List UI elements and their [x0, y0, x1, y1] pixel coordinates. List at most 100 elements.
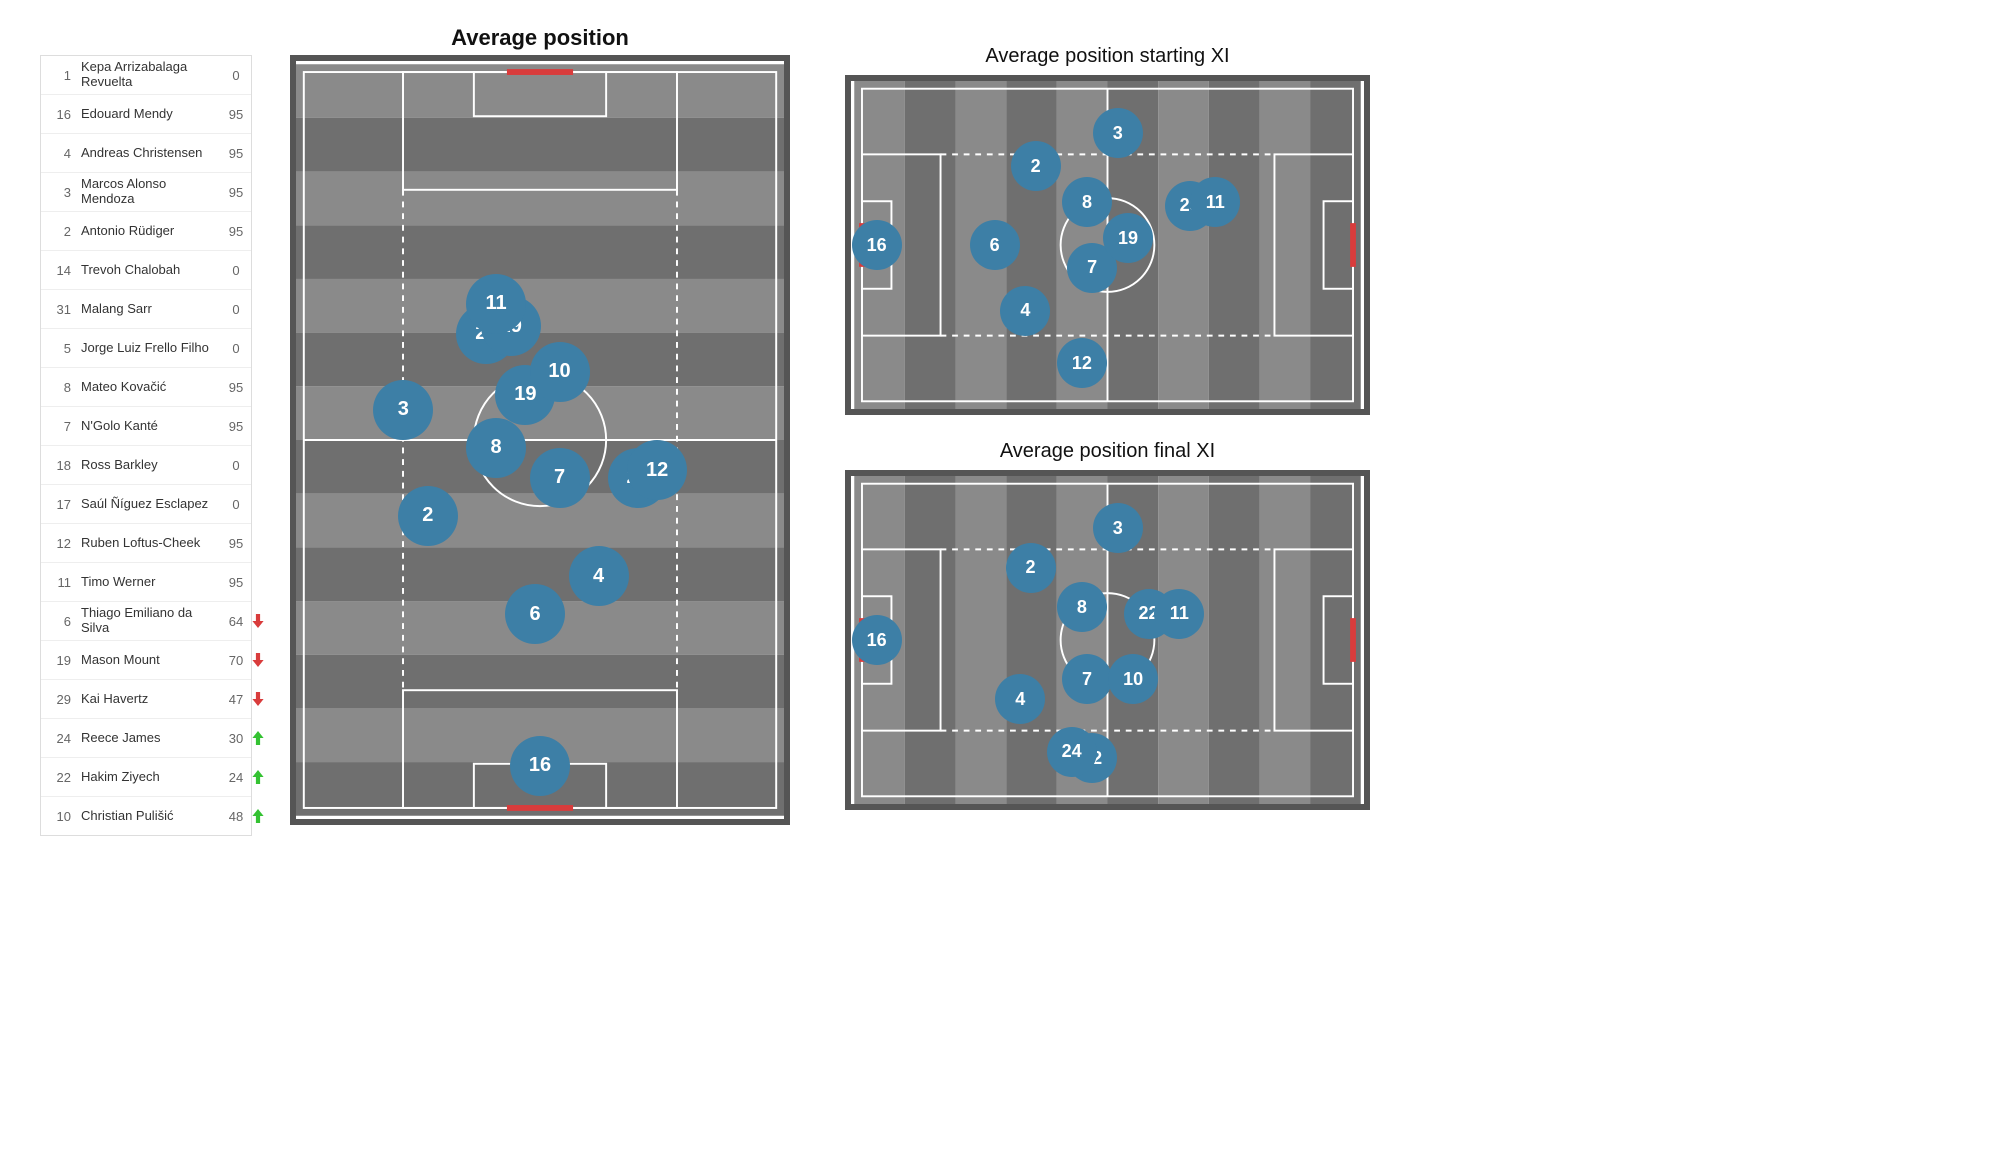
- title-main: Average position: [290, 25, 790, 51]
- player-marker: 8: [1062, 177, 1112, 227]
- roster-num: 5: [41, 341, 77, 356]
- roster-min: 47: [221, 692, 251, 707]
- roster-num: 29: [41, 692, 77, 707]
- roster-row: 16Edouard Mendy95: [41, 94, 251, 133]
- roster-name: Malang Sarr: [77, 298, 221, 321]
- roster-min: 30: [221, 731, 251, 746]
- roster-name: Jorge Luiz Frello Filho: [77, 337, 221, 360]
- roster-num: 31: [41, 302, 77, 317]
- player-marker: 4: [569, 546, 629, 606]
- roster-num: 18: [41, 458, 77, 473]
- roster-name: Reece James: [77, 727, 221, 750]
- player-marker: 19: [1103, 213, 1153, 263]
- players-layer: 16428122473102211: [851, 476, 1364, 804]
- pitch-main: 1664272412831910222911: [290, 55, 790, 825]
- roster-name: Christian Pulišić: [77, 805, 221, 828]
- roster-min: 95: [221, 380, 251, 395]
- player-marker: 12: [1057, 338, 1107, 388]
- roster-num: 6: [41, 614, 77, 629]
- player-marker: 16: [852, 615, 902, 665]
- roster-min: 0: [221, 497, 251, 512]
- player-marker: 16: [852, 220, 902, 270]
- roster-row: 6Thiago Emiliano da Silva64: [41, 601, 251, 640]
- roster-min: 95: [221, 185, 251, 200]
- player-marker: 2: [1011, 141, 1061, 191]
- roster-row: 11Timo Werner95: [41, 562, 251, 601]
- player-marker: 24: [1047, 727, 1097, 777]
- roster-row: 29Kai Havertz47: [41, 679, 251, 718]
- player-marker: 2: [1006, 543, 1056, 593]
- player-marker: 6: [505, 584, 565, 644]
- roster-min: 95: [221, 146, 251, 161]
- roster-row: 10Christian Pulišić48: [41, 796, 251, 835]
- roster-min: 64: [221, 614, 251, 629]
- roster-num: 17: [41, 497, 77, 512]
- player-marker: 4: [1000, 286, 1050, 336]
- roster-min: 48: [221, 809, 251, 824]
- roster-num: 2: [41, 224, 77, 239]
- roster-num: 8: [41, 380, 77, 395]
- player-marker: 8: [1057, 582, 1107, 632]
- roster-min: 24: [221, 770, 251, 785]
- roster-num: 14: [41, 263, 77, 278]
- roster-row: 8Mateo Kovačić95: [41, 367, 251, 406]
- title-final: Average position final XI: [845, 440, 1370, 463]
- roster-row: 3Marcos Alonso Mendoza95: [41, 172, 251, 211]
- roster-num: 4: [41, 146, 77, 161]
- roster-row: 4Andreas Christensen95: [41, 133, 251, 172]
- roster-name: Andreas Christensen: [77, 142, 221, 165]
- sub-out-icon: [251, 692, 265, 706]
- player-marker: 3: [373, 380, 433, 440]
- roster-row: 5Jorge Luiz Frello Filho0: [41, 328, 251, 367]
- player-marker: 4: [995, 674, 1045, 724]
- sub-in-icon: [251, 731, 265, 745]
- roster-num: 16: [41, 107, 77, 122]
- roster-row: 24Reece James30: [41, 718, 251, 757]
- sub-in-icon: [251, 809, 265, 823]
- roster-min: 0: [221, 458, 251, 473]
- players-layer: 1664212873192911: [851, 81, 1364, 409]
- roster-row: 14Trevoh Chalobah0: [41, 250, 251, 289]
- roster-row: 1Kepa Arrizabalaga Revuelta0: [41, 56, 251, 94]
- roster-name: Ross Barkley: [77, 454, 221, 477]
- roster-min: 95: [221, 536, 251, 551]
- roster-name: Marcos Alonso Mendoza: [77, 173, 221, 211]
- players-layer: 1664272412831910222911: [296, 61, 784, 819]
- roster-min: 95: [221, 107, 251, 122]
- roster-min: 95: [221, 419, 251, 434]
- roster-num: 10: [41, 809, 77, 824]
- roster-min: 0: [221, 263, 251, 278]
- roster-name: Mason Mount: [77, 649, 221, 672]
- roster-name: Trevoh Chalobah: [77, 259, 221, 282]
- roster-name: Saúl Ñíguez Esclapez: [77, 493, 221, 516]
- roster-num: 24: [41, 731, 77, 746]
- roster-table: 1Kepa Arrizabalaga Revuelta016Edouard Me…: [40, 55, 252, 836]
- roster-row: 22Hakim Ziyech24: [41, 757, 251, 796]
- pitch-final: 16428122473102211: [845, 470, 1370, 810]
- roster-num: 12: [41, 536, 77, 551]
- sub-out-icon: [251, 653, 265, 667]
- roster-row: 12Ruben Loftus-Cheek95: [41, 523, 251, 562]
- roster-row: 7N'Golo Kanté95: [41, 406, 251, 445]
- player-marker: 16: [510, 736, 570, 796]
- roster-min: 70: [221, 653, 251, 668]
- roster-num: 19: [41, 653, 77, 668]
- roster-row: 17Saúl Ñíguez Esclapez0: [41, 484, 251, 523]
- roster-row: 18Ross Barkley0: [41, 445, 251, 484]
- title-starting: Average position starting XI: [845, 45, 1370, 68]
- roster-name: Kai Havertz: [77, 688, 221, 711]
- player-marker: 8: [466, 418, 526, 478]
- roster-num: 1: [41, 68, 77, 83]
- player-marker: 11: [466, 274, 526, 334]
- roster-row: 19Mason Mount70: [41, 640, 251, 679]
- roster-name: Kepa Arrizabalaga Revuelta: [77, 56, 221, 94]
- roster-num: 3: [41, 185, 77, 200]
- roster-name: Mateo Kovačić: [77, 376, 221, 399]
- roster-num: 11: [41, 575, 77, 590]
- figure-root: 1Kepa Arrizabalaga Revuelta016Edouard Me…: [0, 0, 2000, 1175]
- roster-name: N'Golo Kanté: [77, 415, 221, 438]
- player-marker: 10: [1108, 654, 1158, 704]
- roster-name: Hakim Ziyech: [77, 766, 221, 789]
- player-marker: 10: [530, 342, 590, 402]
- roster-num: 22: [41, 770, 77, 785]
